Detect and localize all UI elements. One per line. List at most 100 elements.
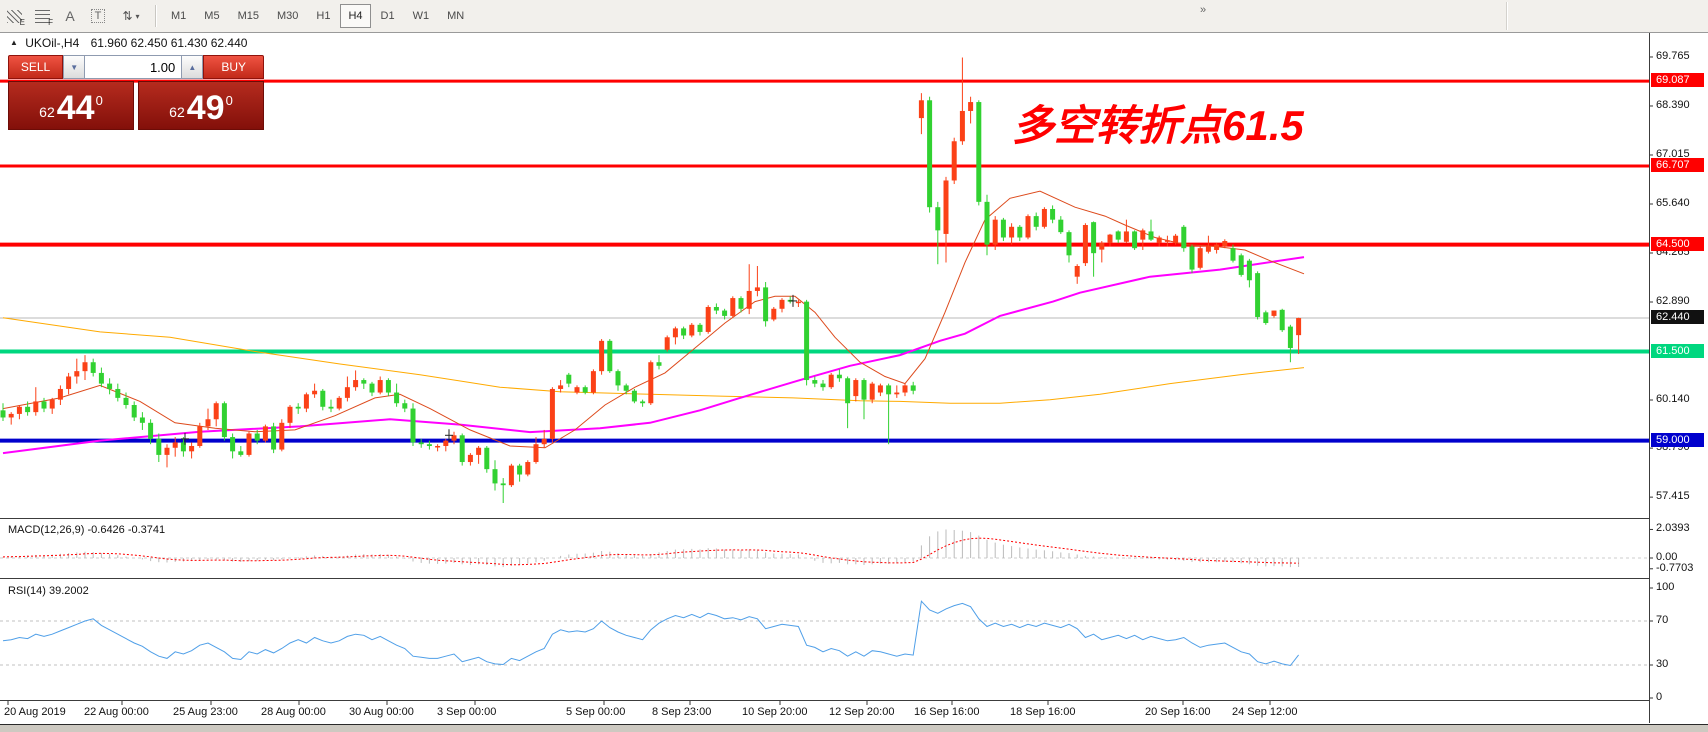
candle-body	[303, 394, 309, 409]
candle-body	[115, 388, 121, 398]
ma_slow-line	[2, 317, 1305, 404]
candle-body	[713, 306, 719, 311]
collapse-arrow-icon[interactable]: ▲	[10, 38, 18, 47]
candle-body	[1041, 208, 1047, 227]
hatch-pencil-icon[interactable]: E	[1, 3, 27, 29]
sell-price-point: 0	[95, 93, 103, 108]
volume-input[interactable]	[85, 55, 182, 79]
candle-body	[459, 435, 465, 463]
candle-body	[795, 301, 801, 304]
tf-m5-button[interactable]: M5	[204, 10, 220, 22]
candle-body	[148, 422, 154, 439]
volume-decrease-button[interactable]: ▼	[63, 55, 86, 79]
candle-body	[1074, 266, 1080, 277]
candle-body	[74, 371, 80, 377]
time-axis-label: 16 Sep 16:00	[914, 706, 980, 718]
candle-body	[763, 287, 769, 322]
tf-m1-button[interactable]: M1	[171, 10, 187, 22]
buy-button[interactable]: BUY	[203, 55, 264, 79]
time-axis-label: 10 Sep 20:00	[742, 706, 808, 718]
candle-body	[189, 445, 195, 452]
candle-body	[435, 445, 441, 448]
candle-body	[205, 419, 211, 427]
candle-body	[344, 387, 350, 398]
candle-body	[410, 408, 416, 443]
tf-h1-button[interactable]: H1	[316, 10, 331, 22]
candle-body	[558, 385, 564, 389]
candle-body	[25, 406, 31, 413]
candle-body	[984, 201, 990, 245]
timeframe-bar: M1 M5 M15 M30 H1 H4 D1 W1 MN	[162, 4, 473, 28]
candle-body	[615, 371, 621, 386]
volume-increase-button[interactable]: ▲	[181, 55, 204, 79]
macd-panel-divider[interactable]	[0, 518, 1649, 519]
candle-body	[394, 392, 400, 404]
text-tool-glyph: T	[90, 9, 106, 23]
buy-price-tile[interactable]: 62 49 0	[138, 81, 264, 130]
price-level-badge: 61.500	[1651, 344, 1704, 358]
sell-button[interactable]: SELL	[8, 55, 64, 79]
candle-body	[385, 380, 391, 393]
time-axis-label: 18 Sep 16:00	[1010, 706, 1076, 718]
candle-body	[1197, 248, 1203, 268]
tf-d1-button[interactable]: D1	[380, 10, 395, 22]
candle-body	[541, 438, 547, 445]
candle-body	[1050, 208, 1056, 220]
candle-body	[418, 442, 424, 445]
candle-body	[1115, 231, 1121, 240]
candle-body	[1238, 255, 1244, 275]
candle-body	[33, 401, 39, 413]
toolbar-overflow-icon[interactable]: »	[1200, 4, 1206, 16]
candle-body	[16, 406, 22, 414]
shapes-dropdown-icon[interactable]: ⇅ ▾	[113, 3, 149, 29]
price-axis-label: 68.390	[1656, 99, 1690, 111]
candle-body	[845, 378, 851, 404]
sell-price-pips: 44	[56, 89, 95, 127]
candle-body	[279, 422, 285, 450]
candle-body	[271, 426, 277, 450]
candle-body	[1255, 273, 1261, 317]
tf-w1-button[interactable]: W1	[412, 10, 430, 22]
sell-price-major: 62	[39, 104, 55, 120]
toolbar-separator	[1506, 2, 1508, 30]
rsi-value: 39.2002	[48, 585, 89, 597]
candle-body	[951, 141, 957, 181]
candle-body	[886, 385, 892, 395]
sell-price-tile[interactable]: 62 44 0	[8, 81, 134, 130]
candle-body	[1058, 219, 1064, 233]
candle-body	[369, 383, 375, 393]
price-axis-label: 57.415	[1656, 490, 1690, 502]
candle-body	[1066, 232, 1072, 256]
tf-mn-button[interactable]: MN	[447, 10, 465, 22]
text-label-icon[interactable]: A	[65, 8, 75, 24]
candle-body	[623, 385, 629, 391]
rsi-axis-label: 70	[1656, 614, 1669, 626]
candle-body	[320, 390, 326, 407]
candle-body	[197, 426, 203, 446]
candle-body	[861, 380, 867, 400]
candle-body	[1099, 242, 1105, 250]
lines-pattern	[34, 9, 50, 23]
price-axis-label: 67.015	[1656, 148, 1690, 160]
fibo-lines-icon[interactable]: F	[29, 3, 55, 29]
candle-body	[1263, 312, 1269, 324]
tf-h4-button[interactable]: H4	[340, 4, 371, 28]
candle-body	[754, 287, 760, 291]
candle-body	[353, 380, 359, 388]
price-axis-label: 62.890	[1656, 295, 1690, 307]
candle-body	[705, 306, 711, 332]
buy-price-pips: 49	[186, 89, 225, 127]
tf-m15-button[interactable]: M15	[237, 10, 259, 22]
macd-label: MACD(12,26,9) -0.6426 -0.3741	[8, 524, 166, 536]
tf-m30-button[interactable]: M30	[276, 10, 299, 22]
candle-body	[976, 102, 982, 202]
price-axis-border	[1649, 33, 1650, 723]
text-tool-icon[interactable]: T	[85, 3, 111, 29]
rsi-panel-divider[interactable]	[0, 578, 1649, 579]
candle-body	[49, 399, 55, 409]
price-axis-label: 60.140	[1656, 393, 1690, 405]
candle-body	[377, 380, 383, 393]
candle-body	[1017, 226, 1023, 238]
